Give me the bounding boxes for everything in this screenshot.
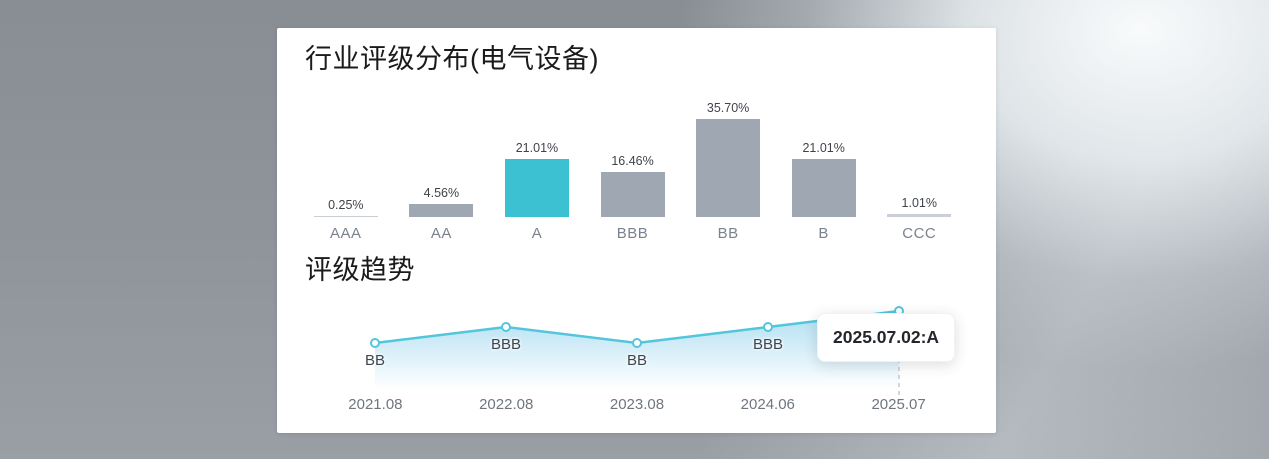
bar[interactable]: [696, 119, 761, 217]
point-rating-label: BB: [626, 352, 648, 369]
bar-chart-title: 行业评级分布(电气设备): [305, 44, 599, 74]
bar-group: 16.46%: [585, 96, 681, 217]
bar[interactable]: [504, 159, 569, 217]
bar-chart-categories: AAA AA A BBB BB B CCC: [298, 225, 967, 242]
bar-value-label: 1.01%: [901, 196, 937, 210]
point-rating-label: BBB: [752, 336, 784, 353]
category-label: B: [818, 225, 829, 242]
point-rating-label: BB: [364, 352, 386, 369]
bar-value-label: 16.46%: [611, 154, 654, 168]
x-axis-label: 2025.07: [871, 396, 926, 413]
trend-chart-plot: 2021.08 2022.08 2023.08 2024.06 2025.07 2025…: [277, 268, 996, 433]
x-axis-label: 2021.08: [348, 396, 403, 413]
category-label: BBB: [616, 225, 649, 242]
rating-card: 行业评级分布(电气设备) 0.25% 4.56% 21.01% 16.46% 35.70…: [277, 28, 996, 433]
bar-group: 35.70%: [680, 96, 776, 217]
data-point[interactable]: [632, 338, 642, 348]
bar-chart-plot: 0.25% 4.56% 21.01% 16.46% 35.70% 21.01% 1.01%: [298, 96, 967, 217]
trend-x-axis: 2021.08 2022.08 2023.08 2024.06 2025.07: [310, 396, 964, 413]
bar[interactable]: [791, 159, 856, 217]
bar-value-label: 21.01%: [515, 141, 559, 155]
category-label: AA: [430, 225, 452, 242]
x-axis-label: 2023.08: [609, 396, 665, 413]
category-label: A: [531, 225, 543, 242]
bar[interactable]: [600, 172, 665, 217]
bar-group: 21.01%: [776, 96, 872, 217]
category-label: BB: [717, 225, 739, 242]
bar-value-label: 35.70%: [706, 101, 750, 115]
data-point[interactable]: [370, 338, 380, 348]
point-rating-label: BBB: [490, 336, 522, 353]
bar-group: 4.56%: [394, 96, 490, 217]
category-label: AAA: [330, 225, 362, 242]
trend-line-svg: [370, 306, 904, 401]
bar-group: 21.01%: [489, 96, 585, 217]
bar-value-label: 4.56%: [423, 186, 460, 200]
bar-group: 0.25%: [298, 96, 394, 217]
x-axis-label: 2024.06: [740, 396, 795, 413]
bar[interactable]: [313, 216, 378, 217]
trend-tooltip: 2025.07.02:A: [817, 313, 956, 362]
bar[interactable]: [409, 204, 474, 217]
data-point[interactable]: [501, 322, 511, 332]
bar-value-label: 21.01%: [802, 141, 845, 155]
bar[interactable]: [887, 214, 952, 217]
bar-group: 1.01%: [871, 96, 967, 217]
x-axis-label: 2022.08: [479, 396, 534, 413]
data-point[interactable]: [763, 322, 773, 332]
category-label: CCC: [902, 225, 937, 242]
bar-value-label: 0.25%: [328, 198, 364, 212]
trend-chart-title: 评级趋势: [305, 255, 415, 285]
